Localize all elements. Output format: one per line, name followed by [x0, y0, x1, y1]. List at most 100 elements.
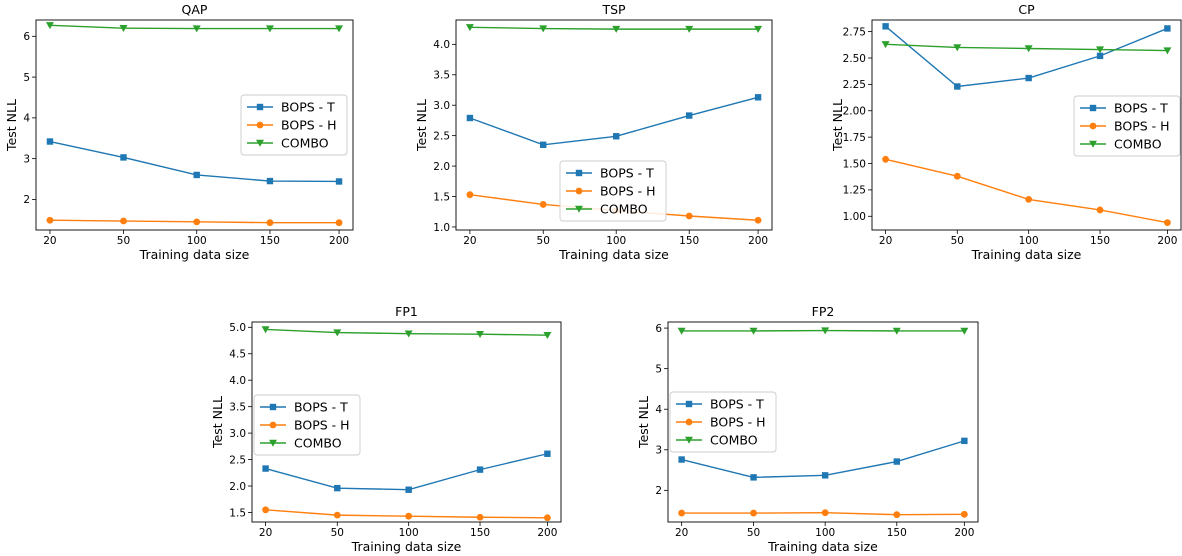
data-point	[953, 172, 961, 180]
y-axis-label: Test NLL	[636, 396, 651, 449]
y-tick-label: 4.0	[229, 375, 246, 387]
y-tick-label: 3.5	[229, 401, 246, 413]
legend-box	[669, 391, 777, 453]
y-tick-label: 4.0	[433, 39, 450, 51]
y-axis-label: Test NLL	[830, 99, 845, 152]
x-tick-label: 20	[879, 235, 892, 247]
legend-label: BOPS - T	[294, 400, 348, 415]
data-point	[540, 141, 547, 148]
data-point	[961, 437, 968, 445]
data-point	[1096, 206, 1104, 214]
legend-box	[240, 94, 348, 156]
y-tick-label: 2.00	[843, 106, 866, 118]
y-tick-label: 3.0	[433, 100, 450, 112]
y-tick-label: 4	[655, 404, 662, 416]
y-tick-label: 3.0	[229, 428, 246, 440]
chart-fp2: FP2 20 50 100 150 200 2 3 4 5 6 Training data size T…	[636, 304, 979, 554]
data-point	[1164, 219, 1171, 227]
data-point	[266, 219, 274, 227]
series-line-bops-t	[265, 453, 548, 491]
legend-label: BOPS - T	[710, 397, 764, 412]
legend-label: BOPS - T	[1114, 101, 1168, 116]
y-tick-label: 1.50	[843, 158, 866, 170]
data-point	[193, 218, 201, 226]
legend-label: BOPS - H	[710, 415, 766, 430]
data-point	[1163, 47, 1172, 55]
x-tick-label: 100	[815, 527, 835, 539]
y-axis-label: Test NLL	[210, 396, 225, 449]
y-tick-label: 2.5	[433, 130, 450, 142]
data-point	[881, 41, 890, 49]
y-tick-label: 2.50	[843, 53, 866, 65]
legend-marker	[685, 400, 693, 408]
x-tick-label: 200	[1157, 235, 1177, 247]
y-tick-label: 2.25	[843, 79, 866, 91]
data-point	[193, 171, 200, 179]
data-point	[750, 509, 757, 517]
x-tick-label: 50	[951, 235, 964, 247]
legend-marker	[256, 139, 264, 147]
data-point	[466, 191, 474, 199]
data-point	[821, 472, 829, 479]
legend-label: COMBO	[294, 436, 342, 451]
x-tick-label: 100	[187, 235, 207, 247]
plot-frame	[455, 19, 773, 231]
chart-title: CP	[1018, 2, 1035, 17]
legend-label: BOPS - H	[281, 118, 337, 133]
x-tick-label: 20	[463, 235, 476, 247]
data-point	[335, 178, 343, 185]
legend: BOPS - T BOPS - H COMBO	[559, 160, 667, 222]
data-point	[45, 22, 54, 30]
legend-label: BOPS - T	[281, 100, 335, 115]
y-tick-label: 1.5	[433, 191, 450, 203]
x-tick-label: 100	[1019, 235, 1039, 247]
data-point	[1025, 195, 1033, 203]
x-tick-label: 150	[470, 527, 490, 539]
data-point	[953, 44, 962, 52]
data-point	[677, 327, 686, 335]
y-tick-label: 4	[23, 113, 30, 125]
x-tick-label: 20	[43, 235, 56, 247]
data-point	[821, 509, 829, 517]
y-tick-label: 1.75	[843, 132, 866, 144]
x-tick-label: 100	[399, 527, 419, 539]
data-point	[262, 465, 269, 472]
x-axis-label: Training data size	[767, 539, 878, 554]
y-tick-label: 6	[23, 31, 30, 43]
y-tick-label: 1.00	[843, 211, 866, 223]
legend-label: COMBO	[281, 136, 329, 151]
x-tick-label: 50	[537, 235, 550, 247]
y-tick-label: 2	[23, 194, 30, 206]
y-tick-label: 5	[655, 363, 662, 375]
x-tick-label: 200	[748, 235, 768, 247]
data-point	[960, 327, 969, 335]
chart-fp1: FP1 20 50 100 150 200 1.5 2.0 2.5 3.0 3.5 4.0 4.5 5.0…	[210, 304, 562, 554]
chart-cp: CP 20 50 100 150 200 1.00 1.25 1.50 1.75 2.00 2.25 2…	[830, 2, 1182, 262]
x-axis-label: Training data size	[139, 247, 250, 262]
data-point	[750, 474, 757, 481]
y-tick-label: 2.0	[229, 481, 246, 493]
y-tick-label: 3	[23, 153, 30, 165]
data-point	[754, 216, 762, 224]
x-axis-label: Training data size	[971, 247, 1082, 262]
legend-marker	[269, 439, 277, 447]
data-point	[333, 511, 341, 519]
legend-marker	[256, 103, 264, 111]
y-axis-label: Test NLL	[4, 99, 19, 152]
data-point	[613, 133, 620, 140]
legend-label: COMBO	[600, 202, 648, 217]
data-point	[821, 327, 830, 335]
legend-marker	[269, 421, 277, 429]
legend-marker	[1089, 104, 1097, 112]
data-point	[686, 112, 693, 119]
data-point	[678, 456, 685, 463]
data-point	[120, 217, 127, 225]
data-point	[754, 94, 762, 101]
data-point	[954, 83, 961, 90]
data-point	[333, 329, 342, 337]
data-point	[893, 511, 901, 519]
data-point	[405, 512, 413, 520]
legend: BOPS - T BOPS - H COMBO	[1073, 95, 1181, 157]
y-tick-label: 5.0	[229, 322, 246, 334]
data-point	[119, 24, 128, 32]
